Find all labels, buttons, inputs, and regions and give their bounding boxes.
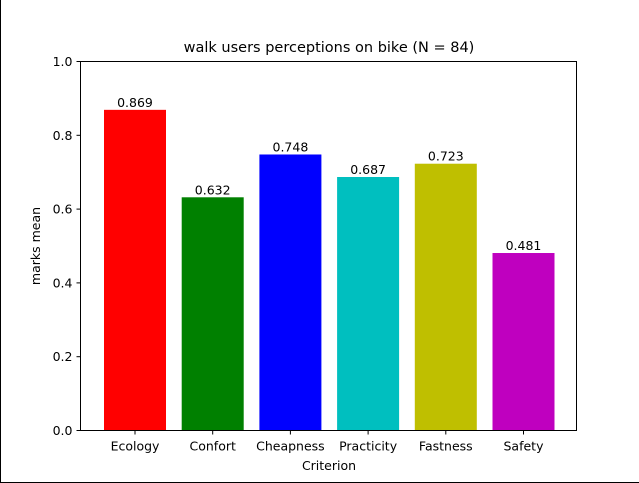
y-axis-label: marks mean — [28, 207, 43, 285]
bar-fastness — [414, 163, 477, 431]
y-tick-label: 0.2 — [53, 349, 73, 364]
x-tick-label: Cheapness — [256, 439, 325, 454]
x-axis-label: Criterion — [302, 458, 356, 473]
bar-value-label: 0.687 — [350, 162, 386, 177]
x-tick-label: Practicity — [339, 439, 398, 454]
x-tick-label: Ecology — [111, 439, 160, 454]
window-left-border — [0, 0, 1, 483]
y-tick-label: 1.0 — [53, 54, 73, 69]
bar-safety — [492, 253, 555, 431]
bar-value-label: 0.481 — [506, 238, 542, 253]
x-tick-label: Safety — [504, 439, 545, 454]
chart-title: walk users perceptions on bike (N = 84) — [184, 40, 475, 56]
bar-ecology — [104, 109, 166, 431]
y-tick-label: 0.6 — [53, 202, 73, 217]
bar-confort — [181, 197, 244, 431]
bar-value-label: 0.632 — [195, 182, 231, 197]
bar-value-label: 0.723 — [428, 149, 464, 164]
bar-practicity — [337, 176, 400, 431]
y-tick-label: 0.4 — [53, 275, 73, 290]
x-tick-label: Confort — [190, 439, 236, 454]
bar-cheapness — [259, 154, 322, 431]
y-tick-label: 0.0 — [53, 423, 73, 438]
x-tick-label: Fastness — [419, 439, 473, 454]
plot-area-frame — [80, 61, 577, 431]
y-tick-label: 0.8 — [53, 128, 73, 143]
bar-value-label: 0.748 — [273, 139, 309, 154]
bar-value-label: 0.869 — [117, 95, 153, 110]
